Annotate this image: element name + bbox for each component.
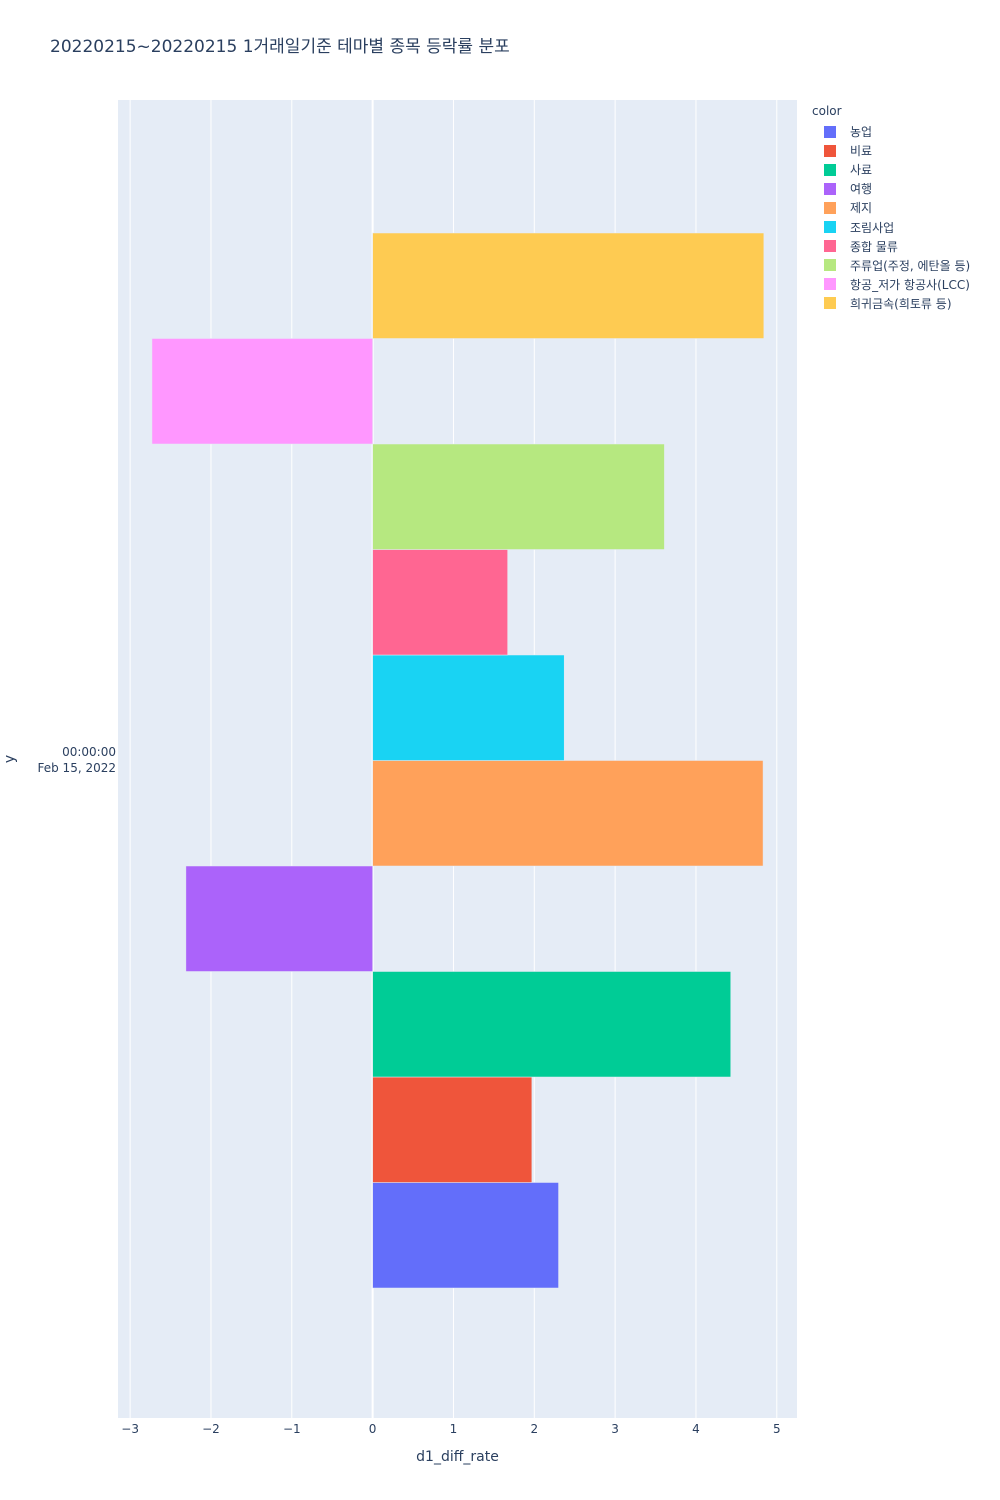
legend-swatch xyxy=(824,163,836,176)
legend-swatch xyxy=(824,144,836,157)
x-tick-layer: −3 −2 −1 0 1 2 3 4 5 xyxy=(121,1422,780,1436)
legend-label: 주류업(주정, 에탄올 등) xyxy=(850,258,971,273)
bar[interactable] xyxy=(185,865,373,972)
legend-label: 사료 xyxy=(850,163,873,178)
y-axis-title: y xyxy=(2,755,18,763)
legend-item[interactable]: 종합 물류 xyxy=(812,237,970,256)
legend-label: 농업 xyxy=(850,125,873,140)
legend-item[interactable]: 여행 xyxy=(812,179,970,198)
bar[interactable] xyxy=(372,760,764,867)
legend-swatch xyxy=(824,259,836,272)
bar[interactable] xyxy=(372,1076,533,1183)
x-tick-label: 2 xyxy=(530,1422,538,1436)
legend-swatch xyxy=(824,297,836,310)
legend-item[interactable]: 조림사업 xyxy=(812,217,970,236)
bar[interactable] xyxy=(372,1182,559,1289)
legend-swatch xyxy=(824,125,836,138)
legend-item[interactable]: 비료 xyxy=(812,141,970,160)
legend-title: color xyxy=(812,104,842,118)
legend-label: 제지 xyxy=(850,201,873,216)
bar[interactable] xyxy=(372,232,765,339)
legend-item[interactable]: 사료 xyxy=(812,160,970,179)
bar[interactable] xyxy=(372,971,731,1078)
y-tick-label-time: 00:00:00 xyxy=(62,745,116,759)
x-tick-label: 4 xyxy=(692,1422,700,1436)
x-tick-label: −1 xyxy=(283,1422,301,1436)
bar-layer xyxy=(151,232,765,1289)
legend-item[interactable]: 주류업(주정, 에탄올 등) xyxy=(812,256,970,275)
legend-item[interactable]: 제지 xyxy=(812,198,970,217)
x-tick-label: 3 xyxy=(611,1422,619,1436)
legend-swatch xyxy=(824,278,836,291)
legend-swatch xyxy=(824,182,836,195)
bar[interactable] xyxy=(372,654,565,761)
legend-swatch xyxy=(824,201,836,214)
legend-swatch xyxy=(824,221,836,234)
legend-label: 항공_저가 항공사(LCC) xyxy=(850,277,970,292)
legend-label: 비료 xyxy=(850,144,873,159)
chart-title: 20220215~20220215 1거래일기준 테마별 종목 등락률 분포 xyxy=(50,37,510,57)
legend-label: 여행 xyxy=(850,182,873,197)
legend-swatch xyxy=(824,240,836,253)
legend-label: 조림사업 xyxy=(850,220,895,235)
x-axis-title: d1_diff_rate xyxy=(416,1449,499,1465)
bar[interactable] xyxy=(372,549,508,656)
x-tick-label: −2 xyxy=(202,1422,220,1436)
x-tick-label: −3 xyxy=(121,1422,139,1436)
legend-label: 종합 물류 xyxy=(850,239,898,254)
legend-item[interactable]: 항공_저가 항공사(LCC) xyxy=(812,275,970,294)
legend-item[interactable]: 희귀금속(희토류 등) xyxy=(812,294,970,313)
legend-item[interactable]: 농업 xyxy=(812,122,970,141)
y-tick-label-date: Feb 15, 2022 xyxy=(38,761,117,775)
x-tick-label: 5 xyxy=(773,1422,781,1436)
x-tick-label: 0 xyxy=(369,1422,377,1436)
bar[interactable] xyxy=(151,338,373,445)
bar[interactable] xyxy=(372,443,665,550)
x-tick-label: 1 xyxy=(450,1422,458,1436)
legend-label: 희귀금속(희토류 등) xyxy=(850,296,952,311)
